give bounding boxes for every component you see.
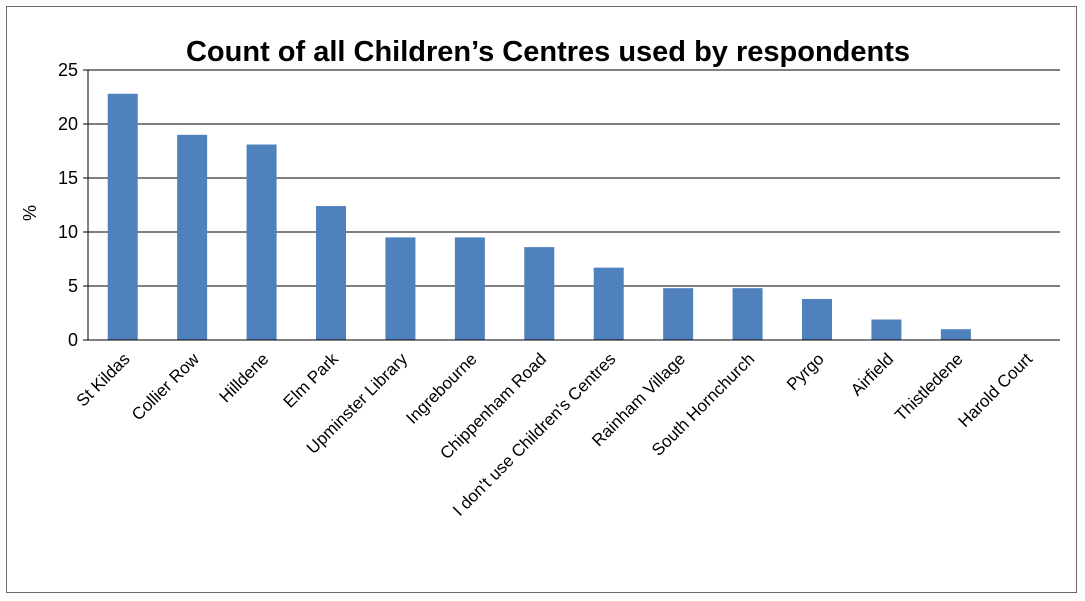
bar bbox=[385, 237, 416, 340]
x-category-label: Pyrgo bbox=[783, 349, 828, 394]
x-category-label: Collier Row bbox=[128, 349, 203, 424]
x-category-label: Elm Park bbox=[280, 349, 343, 412]
bar bbox=[316, 206, 346, 340]
bar bbox=[732, 288, 763, 340]
bars bbox=[107, 93, 971, 340]
x-category-label: St Kildas bbox=[73, 349, 134, 410]
bar bbox=[663, 288, 694, 340]
bar bbox=[246, 144, 277, 340]
y-tick-label: 5 bbox=[68, 276, 78, 296]
bar bbox=[940, 329, 971, 340]
y-tick-label: 20 bbox=[58, 114, 78, 134]
y-axis-ticks: 0 5 10 15 20 25 bbox=[58, 60, 88, 350]
y-tick-label: 25 bbox=[58, 60, 78, 80]
chart-title: Count of all Children’s Centres used by … bbox=[186, 36, 910, 68]
y-tick-label: 15 bbox=[58, 168, 78, 188]
bar bbox=[107, 93, 138, 340]
bar bbox=[454, 237, 485, 340]
bar bbox=[524, 247, 555, 340]
x-category-label: Thistledene bbox=[891, 349, 967, 425]
bar bbox=[871, 319, 902, 340]
bar bbox=[802, 298, 832, 340]
bar bbox=[593, 267, 624, 340]
x-category-label: Airfield bbox=[847, 349, 897, 399]
y-axis-title: % bbox=[20, 205, 40, 221]
y-tick-label: 10 bbox=[58, 222, 78, 242]
bar bbox=[177, 134, 208, 340]
x-category-label: Hilldene bbox=[216, 349, 273, 406]
x-category-label: Harold Court bbox=[955, 349, 1037, 431]
y-tick-label: 0 bbox=[68, 330, 78, 350]
axes bbox=[87, 70, 1060, 341]
gridlines bbox=[88, 69, 1060, 287]
